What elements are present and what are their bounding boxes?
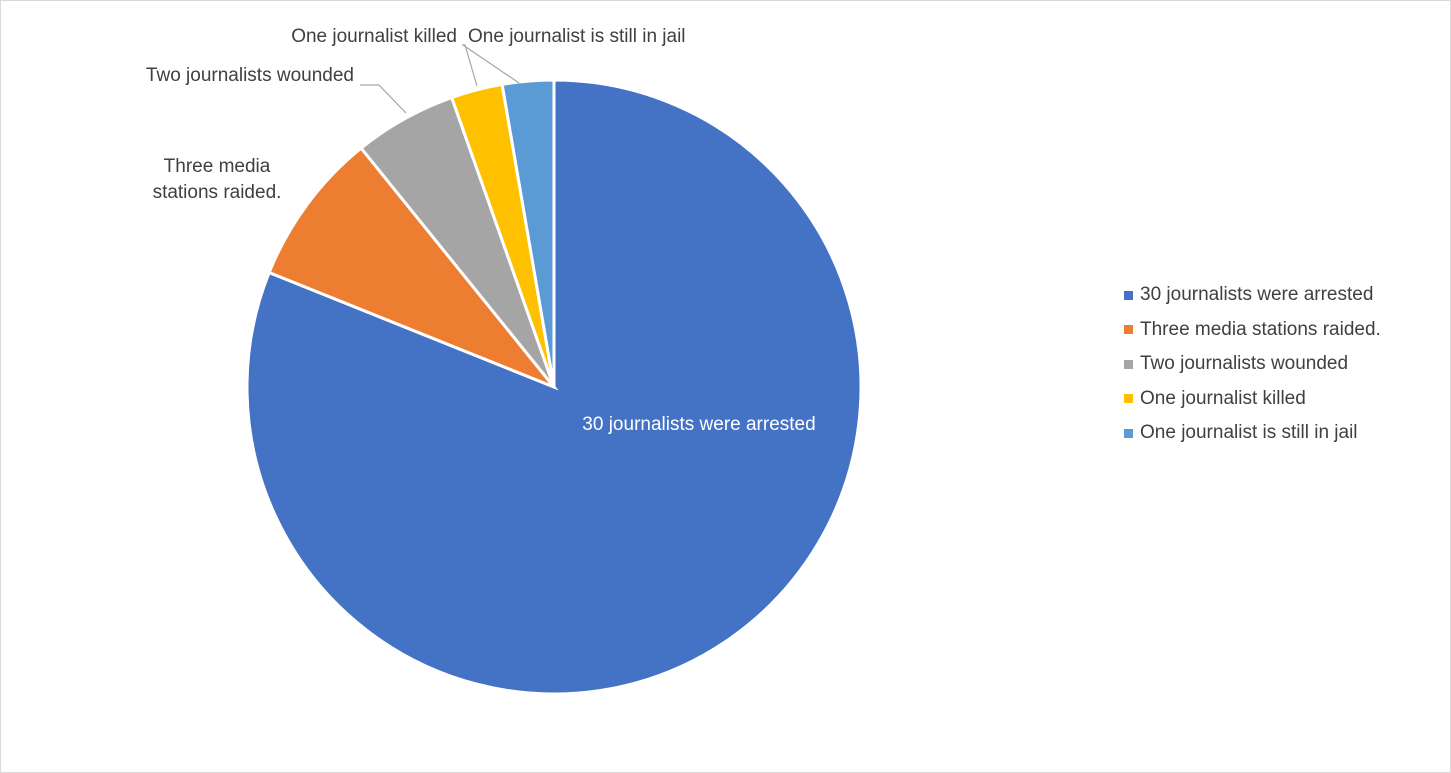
pie-slices [245, 78, 863, 696]
legend-item-three-media-stations-raided: Three media stations raided. [1124, 318, 1381, 340]
data-label-three-media-stations-raided: Three media stations raided. [153, 156, 282, 203]
legend-label: One journalist killed [1140, 387, 1306, 409]
legend-item-one-journalist-killed: One journalist killed [1124, 387, 1381, 409]
legend-swatch [1124, 325, 1133, 334]
data-label-one-journalist-is-still-in-jail: One journalist is still in jail [468, 26, 686, 47]
legend-swatch [1124, 394, 1133, 403]
legend-label: Two journalists wounded [1140, 353, 1349, 374]
leader-line-one-journalist-killed [462, 44, 478, 87]
legend-label: Three media stations raided. [1140, 318, 1381, 340]
data-label-30-journalists-were-arrested: 30 journalists were arrested [582, 414, 815, 435]
legend-swatch [1124, 428, 1133, 438]
pie-slice-one-journalist-is-still-in-jail [500, 78, 556, 388]
legend-item-30-journalists-were-arrested: 30 journalists were arrested [1124, 284, 1381, 305]
legend-swatch [1124, 359, 1133, 369]
leader-line-two-journalists-wounded [360, 84, 407, 114]
legend-label: One journalist is still in jail [1140, 422, 1358, 443]
legend-label: 30 journalists were arrested [1140, 284, 1374, 305]
legend: 30 journalists were arrested Three media … [1124, 284, 1381, 458]
leader-line-one-journalist-is-still-in-jail [462, 44, 520, 84]
data-labels: 30 journalists were arrested Three media s… [146, 26, 816, 435]
pie-slice-three-media-stations-raided [267, 146, 559, 391]
data-label-one-journalist-killed: One journalist killed [291, 26, 457, 47]
leader-lines [360, 44, 520, 114]
legend-item-one-journalist-is-still-in-jail: One journalist is still in jail [1124, 422, 1381, 443]
legend-swatch [1124, 290, 1133, 300]
data-label-two-journalists-wounded: Two journalists wounded [146, 65, 354, 86]
pie-slice-30-journalists-were-arrested [245, 78, 863, 696]
legend-item-two-journalists-wounded: Two journalists wounded [1124, 353, 1381, 374]
